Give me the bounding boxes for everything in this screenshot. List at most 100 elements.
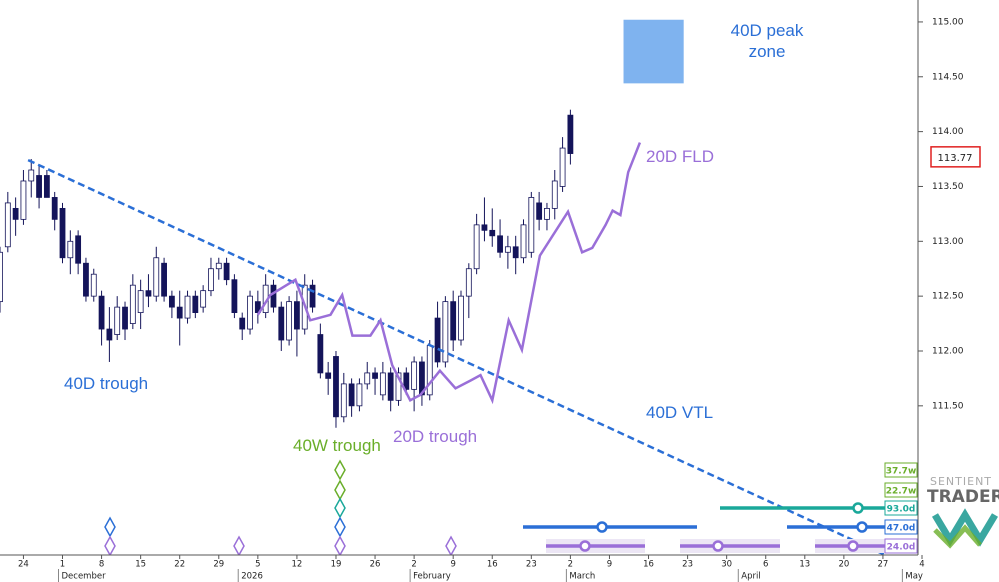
candle-body xyxy=(200,290,207,308)
y-tick-label: 112.50 xyxy=(932,292,964,302)
logo-mark xyxy=(931,508,999,547)
cycle-marker xyxy=(852,502,864,514)
logo-mark xyxy=(933,524,982,549)
candle-body xyxy=(504,246,511,253)
candle-body xyxy=(90,273,97,297)
cycle-label-box xyxy=(884,462,918,478)
annotation: 40D peak zone xyxy=(730,21,804,61)
x-tick-label: 19 xyxy=(331,560,342,570)
x-tick-label: 6 xyxy=(763,560,768,570)
candle-body xyxy=(4,202,11,248)
candle-body xyxy=(215,262,222,270)
cycle-marker xyxy=(579,540,591,552)
y-tick-label: 114.00 xyxy=(932,127,964,137)
x-tick-label: 27 xyxy=(878,560,889,570)
candle-body xyxy=(512,246,519,259)
x-tick-label: 9 xyxy=(450,560,455,570)
annotation: 40D trough xyxy=(64,374,149,393)
candle-body xyxy=(372,372,378,379)
candle-body xyxy=(333,356,339,418)
cycle-marker xyxy=(856,521,868,533)
candle-body xyxy=(489,229,496,237)
peak-zone xyxy=(623,19,684,84)
candle-body xyxy=(317,334,324,374)
candle-body xyxy=(161,262,167,297)
candle-body xyxy=(12,207,19,220)
month-label: April xyxy=(741,572,760,582)
candle-body xyxy=(67,240,74,259)
candle-body xyxy=(520,224,527,259)
last-price-label: 113.77 xyxy=(938,153,973,164)
candle-body xyxy=(0,251,3,303)
candle-body xyxy=(270,284,277,308)
month-label: 2026 xyxy=(241,572,263,582)
candle-body xyxy=(20,180,27,220)
cycle-label-box xyxy=(884,482,918,498)
month-label: February xyxy=(413,572,451,582)
cycle-label-box xyxy=(884,500,918,516)
candle-body xyxy=(294,301,300,330)
cycle-marker xyxy=(596,521,608,533)
cycle-diamond xyxy=(334,497,346,519)
candle-body xyxy=(528,197,535,253)
candle-body xyxy=(551,180,558,209)
candle-body xyxy=(536,202,543,220)
cycle-diamond xyxy=(334,535,346,555)
candle-body xyxy=(340,383,347,418)
x-tick-label: 5 xyxy=(255,560,260,570)
candle-body xyxy=(28,169,35,182)
x-tick-label: 26 xyxy=(370,560,381,570)
candle-body xyxy=(403,372,410,390)
candle-body xyxy=(379,372,386,396)
candle-body xyxy=(442,301,449,363)
candle-body xyxy=(450,301,457,341)
candle-body xyxy=(465,268,472,297)
candle-body xyxy=(348,383,355,407)
month-label: May xyxy=(905,572,923,582)
last-price-box xyxy=(930,146,981,168)
candle-body xyxy=(137,290,144,313)
candle-body xyxy=(458,295,464,341)
annotation: 20D FLD xyxy=(646,147,715,166)
x-tick-label: 16 xyxy=(487,560,498,570)
candle-body xyxy=(43,175,50,198)
y-tick-label: 112.00 xyxy=(932,346,964,356)
x-tick-label: 23 xyxy=(682,560,693,570)
candle-body xyxy=(278,306,285,341)
x-tick-label: 15 xyxy=(135,560,146,570)
x-tick-label: 2 xyxy=(411,560,416,570)
candle-body xyxy=(184,295,191,319)
x-tick-label: 4 xyxy=(919,560,924,570)
candle-body xyxy=(481,224,488,231)
annotation: 40W trough xyxy=(293,436,381,455)
candle-body xyxy=(567,114,574,154)
candle-body xyxy=(231,279,238,313)
cycle-diamond xyxy=(104,535,116,555)
candle-body xyxy=(114,306,121,335)
x-tick-label: 20 xyxy=(838,560,849,570)
month-label: December xyxy=(62,572,107,582)
candle-body xyxy=(247,295,253,330)
x-tick-label: 29 xyxy=(213,560,224,570)
annotation: 20D trough xyxy=(393,427,478,446)
candle-body xyxy=(208,268,214,292)
x-tick-label: 16 xyxy=(643,560,654,570)
x-tick-label: 13 xyxy=(799,560,810,570)
fld-line xyxy=(256,142,642,405)
candle-body xyxy=(497,235,503,253)
cycle-marker xyxy=(712,540,724,552)
candle-body xyxy=(51,197,58,220)
candle-body xyxy=(309,284,316,308)
candle-body xyxy=(59,207,66,259)
candle-body xyxy=(239,317,246,330)
x-tick-label: 22 xyxy=(174,560,185,570)
y-tick-label: 113.50 xyxy=(932,182,964,192)
x-tick-label: 9 xyxy=(607,560,612,570)
cycle-marker xyxy=(847,540,859,552)
y-tick-label: 111.50 xyxy=(932,401,964,411)
x-tick-label: 12 xyxy=(292,560,303,570)
candle-body xyxy=(544,207,550,220)
candle-body xyxy=(122,306,128,330)
